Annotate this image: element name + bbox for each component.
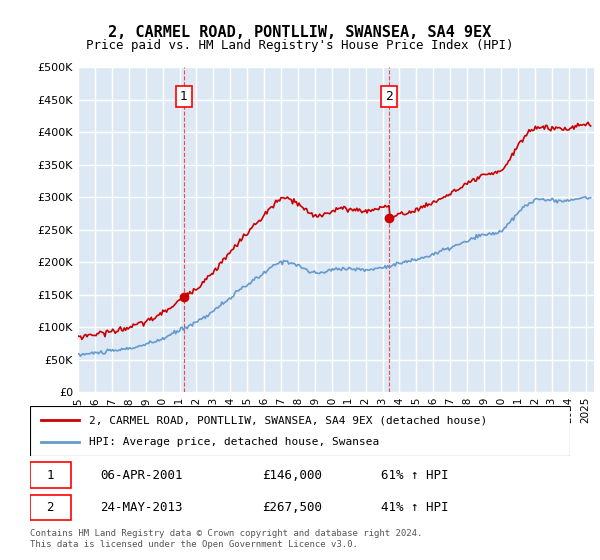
FancyBboxPatch shape xyxy=(30,494,71,520)
FancyBboxPatch shape xyxy=(30,463,71,488)
Text: Price paid vs. HM Land Registry's House Price Index (HPI): Price paid vs. HM Land Registry's House … xyxy=(86,39,514,52)
Text: 1: 1 xyxy=(46,469,54,482)
Text: 2, CARMEL ROAD, PONTLLIW, SWANSEA, SA4 9EX (detached house): 2, CARMEL ROAD, PONTLLIW, SWANSEA, SA4 9… xyxy=(89,415,488,425)
Text: 24-MAY-2013: 24-MAY-2013 xyxy=(100,501,182,514)
Text: 2, CARMEL ROAD, PONTLLIW, SWANSEA, SA4 9EX: 2, CARMEL ROAD, PONTLLIW, SWANSEA, SA4 9… xyxy=(109,25,491,40)
Text: £146,000: £146,000 xyxy=(262,469,322,482)
Text: 61% ↑ HPI: 61% ↑ HPI xyxy=(381,469,449,482)
Text: £267,500: £267,500 xyxy=(262,501,322,514)
Text: 2: 2 xyxy=(385,90,393,103)
Text: Contains HM Land Registry data © Crown copyright and database right 2024.
This d: Contains HM Land Registry data © Crown c… xyxy=(30,529,422,549)
Text: HPI: Average price, detached house, Swansea: HPI: Average price, detached house, Swan… xyxy=(89,437,380,447)
Text: 41% ↑ HPI: 41% ↑ HPI xyxy=(381,501,449,514)
Text: 2: 2 xyxy=(46,501,54,514)
Text: 1: 1 xyxy=(180,90,188,103)
Text: 06-APR-2001: 06-APR-2001 xyxy=(100,469,182,482)
